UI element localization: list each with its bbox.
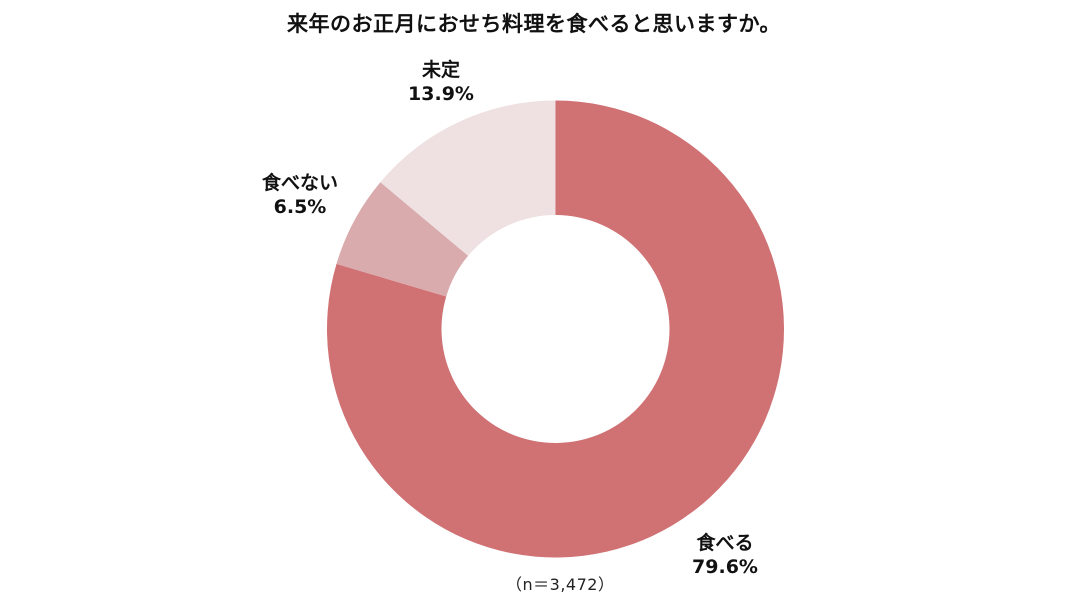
label-mitei-name: 未定 [421, 59, 460, 81]
label-tabenai-name: 食べない [261, 172, 338, 194]
label-mitei-value: 13.9% [408, 83, 474, 105]
label-tabenai-value: 6.5% [273, 196, 327, 218]
label-tabenai: 食べない 6.5% [250, 171, 350, 219]
donut-slice-2 [380, 100, 556, 256]
sample-size-note: （n＝3,472） [506, 575, 615, 594]
label-mitei: 未定 13.9% [396, 58, 486, 106]
donut-slice-1 [336, 182, 469, 297]
chart-title: 来年のお正月におせち料理を食べると思いますか。 [286, 12, 782, 36]
donut-slice-0 [327, 100, 785, 558]
label-taberu-value: 79.6% [692, 556, 758, 578]
label-taberu: 食べる 79.6% [680, 531, 770, 579]
label-taberu-name: 食べる [696, 532, 754, 554]
